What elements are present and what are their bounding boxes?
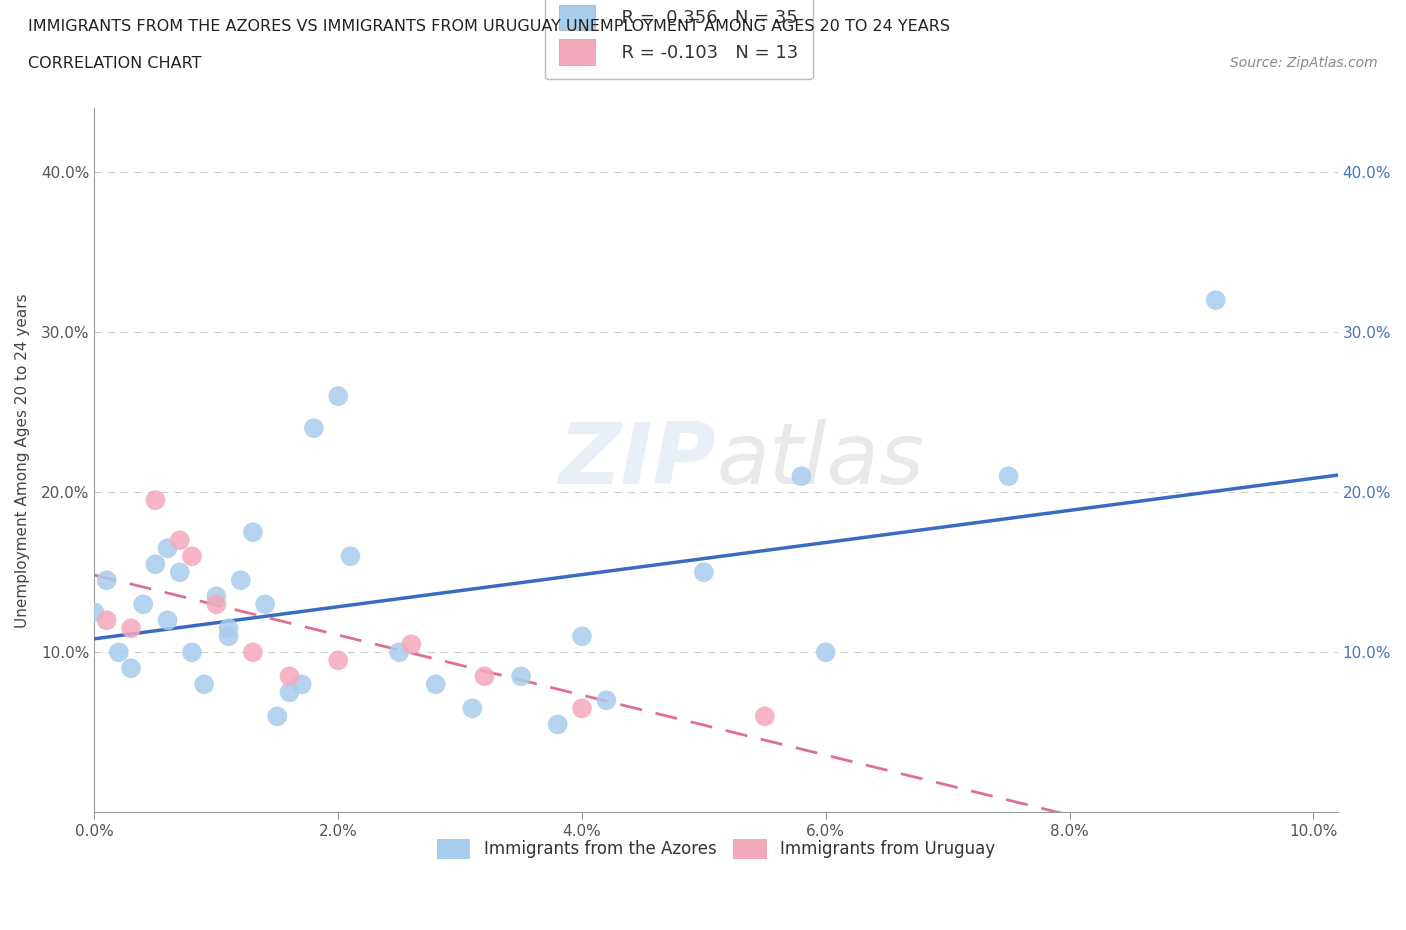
Point (96, 613, 118, 628)
Point (156, 541, 179, 556)
Point (1205, 293, 1227, 308)
Point (120, 621, 142, 636)
Y-axis label: Unemployment Among Ages 20 to 24 years: Unemployment Among Ages 20 to 24 years (15, 293, 30, 628)
Point (96, 573, 118, 588)
Point (156, 613, 179, 628)
Point (145, 557, 167, 572)
Point (278, 669, 301, 684)
Point (169, 565, 191, 579)
Point (339, 549, 361, 564)
Point (571, 701, 593, 716)
Point (388, 644, 411, 659)
Legend: Immigrants from the Azores, Immigrants from Uruguay: Immigrants from the Azores, Immigrants f… (429, 830, 1004, 868)
Text: IMMIGRANTS FROM THE AZORES VS IMMIGRANTS FROM URUGUAY UNEMPLOYMENT AMONG AGES 20: IMMIGRANTS FROM THE AZORES VS IMMIGRANTS… (28, 19, 950, 33)
Point (132, 597, 155, 612)
Point (814, 644, 837, 659)
Point (474, 669, 496, 684)
Point (254, 597, 277, 612)
Point (108, 644, 131, 659)
Point (547, 717, 569, 732)
Point (328, 389, 350, 404)
Point (218, 629, 240, 644)
Text: atlas: atlas (716, 418, 924, 501)
Point (425, 677, 447, 692)
Point (205, 589, 228, 604)
Point (595, 693, 617, 708)
Point (693, 565, 716, 579)
Point (291, 677, 314, 692)
Point (997, 469, 1019, 484)
Text: CORRELATION CHART: CORRELATION CHART (28, 56, 201, 71)
Point (790, 469, 813, 484)
Point (328, 653, 350, 668)
Point (145, 493, 167, 508)
Point (401, 637, 423, 652)
Point (83, 604, 105, 619)
Point (181, 644, 204, 659)
Point (169, 533, 191, 548)
Point (510, 669, 533, 684)
Point (571, 629, 593, 644)
Point (266, 709, 288, 724)
Point (229, 573, 252, 588)
Point (242, 644, 264, 659)
Point (302, 420, 325, 435)
Point (181, 549, 204, 564)
Point (218, 621, 240, 636)
Point (205, 597, 228, 612)
Text: Source: ZipAtlas.com: Source: ZipAtlas.com (1230, 56, 1378, 70)
Point (120, 661, 142, 676)
Point (193, 677, 215, 692)
Text: ZIP: ZIP (558, 418, 716, 501)
Point (278, 684, 301, 699)
Point (461, 701, 484, 716)
Point (754, 709, 776, 724)
Point (242, 525, 264, 539)
